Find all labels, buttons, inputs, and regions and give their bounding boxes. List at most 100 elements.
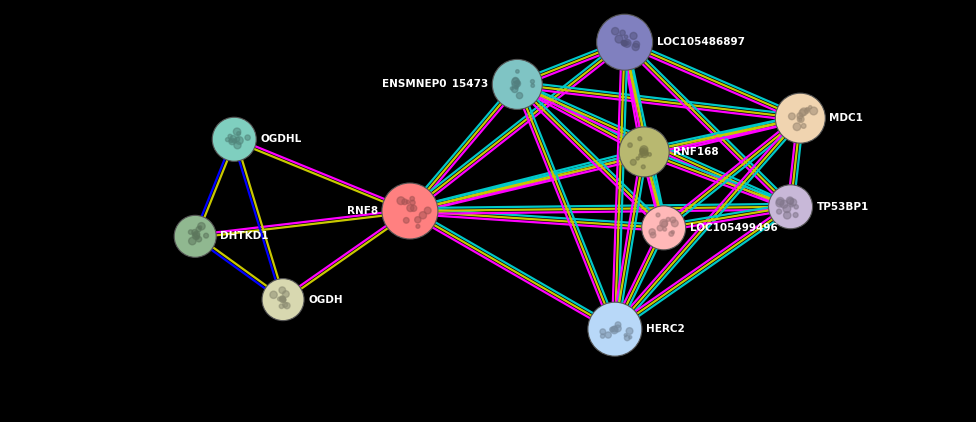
Circle shape — [667, 217, 671, 222]
Circle shape — [402, 199, 408, 205]
Circle shape — [783, 205, 791, 213]
Circle shape — [612, 326, 617, 332]
Circle shape — [776, 199, 784, 207]
Circle shape — [245, 135, 250, 140]
Circle shape — [531, 80, 535, 84]
Circle shape — [636, 157, 639, 160]
Circle shape — [514, 81, 520, 87]
Circle shape — [625, 35, 628, 39]
Circle shape — [193, 233, 197, 237]
Circle shape — [229, 139, 233, 143]
Circle shape — [280, 297, 286, 303]
Circle shape — [671, 230, 674, 234]
Circle shape — [794, 205, 798, 209]
Circle shape — [640, 149, 644, 153]
Circle shape — [225, 138, 229, 142]
Circle shape — [230, 135, 236, 142]
Circle shape — [630, 160, 636, 165]
Circle shape — [809, 106, 812, 109]
Circle shape — [804, 108, 809, 113]
Circle shape — [640, 146, 648, 154]
Circle shape — [784, 211, 791, 219]
Circle shape — [228, 134, 232, 138]
Circle shape — [648, 153, 651, 156]
Circle shape — [192, 230, 197, 235]
Circle shape — [284, 303, 290, 309]
Circle shape — [620, 30, 626, 35]
Circle shape — [800, 108, 807, 116]
Circle shape — [768, 185, 813, 229]
Circle shape — [787, 197, 793, 204]
Circle shape — [228, 138, 235, 145]
Circle shape — [514, 86, 518, 89]
Circle shape — [282, 291, 289, 298]
Text: ENSMNEP0 15473: ENSMNEP0 15473 — [382, 79, 488, 89]
Circle shape — [644, 151, 648, 155]
Text: LOC105499496: LOC105499496 — [690, 223, 778, 233]
Circle shape — [262, 279, 305, 321]
Circle shape — [233, 128, 241, 135]
Circle shape — [415, 216, 421, 223]
Circle shape — [657, 225, 663, 231]
Circle shape — [612, 27, 619, 35]
Circle shape — [232, 139, 236, 143]
Circle shape — [531, 84, 535, 87]
Circle shape — [669, 232, 673, 236]
Circle shape — [649, 229, 655, 235]
Circle shape — [797, 116, 804, 123]
Circle shape — [382, 183, 438, 239]
Circle shape — [622, 41, 628, 46]
Circle shape — [793, 213, 798, 217]
Circle shape — [511, 86, 518, 92]
Circle shape — [510, 87, 513, 90]
Circle shape — [282, 298, 286, 302]
Circle shape — [622, 41, 627, 46]
Circle shape — [623, 39, 631, 47]
Circle shape — [796, 113, 803, 119]
Circle shape — [193, 231, 200, 238]
Circle shape — [403, 217, 409, 223]
Circle shape — [411, 205, 417, 211]
Circle shape — [810, 107, 818, 115]
Circle shape — [407, 205, 414, 211]
Circle shape — [600, 329, 606, 335]
Circle shape — [638, 153, 643, 157]
Circle shape — [615, 325, 621, 332]
Circle shape — [515, 81, 519, 84]
Circle shape — [801, 124, 806, 128]
Text: RNF8: RNF8 — [346, 206, 378, 216]
Circle shape — [633, 41, 639, 48]
Circle shape — [621, 41, 626, 45]
Circle shape — [790, 203, 793, 207]
Circle shape — [780, 200, 788, 208]
Circle shape — [605, 332, 611, 338]
Circle shape — [174, 215, 217, 257]
Circle shape — [410, 200, 415, 205]
Circle shape — [639, 148, 648, 156]
Circle shape — [671, 217, 675, 223]
Circle shape — [775, 93, 826, 143]
Circle shape — [237, 132, 240, 135]
Circle shape — [196, 227, 201, 232]
Circle shape — [425, 207, 431, 214]
Circle shape — [798, 118, 802, 121]
Text: TP53BP1: TP53BP1 — [817, 202, 869, 212]
Circle shape — [790, 199, 796, 206]
Circle shape — [188, 237, 196, 245]
Circle shape — [626, 41, 630, 45]
Circle shape — [195, 235, 199, 239]
Circle shape — [793, 123, 800, 130]
Circle shape — [640, 150, 648, 157]
Circle shape — [641, 165, 645, 169]
Text: DHTKD1: DHTKD1 — [221, 231, 268, 241]
Circle shape — [625, 334, 628, 337]
Circle shape — [776, 197, 784, 205]
Circle shape — [611, 326, 618, 334]
Circle shape — [610, 327, 614, 332]
Circle shape — [277, 297, 281, 301]
Circle shape — [650, 232, 656, 238]
Circle shape — [410, 197, 415, 201]
Circle shape — [515, 70, 519, 73]
Text: LOC105486897: LOC105486897 — [657, 37, 745, 47]
Circle shape — [805, 108, 809, 111]
